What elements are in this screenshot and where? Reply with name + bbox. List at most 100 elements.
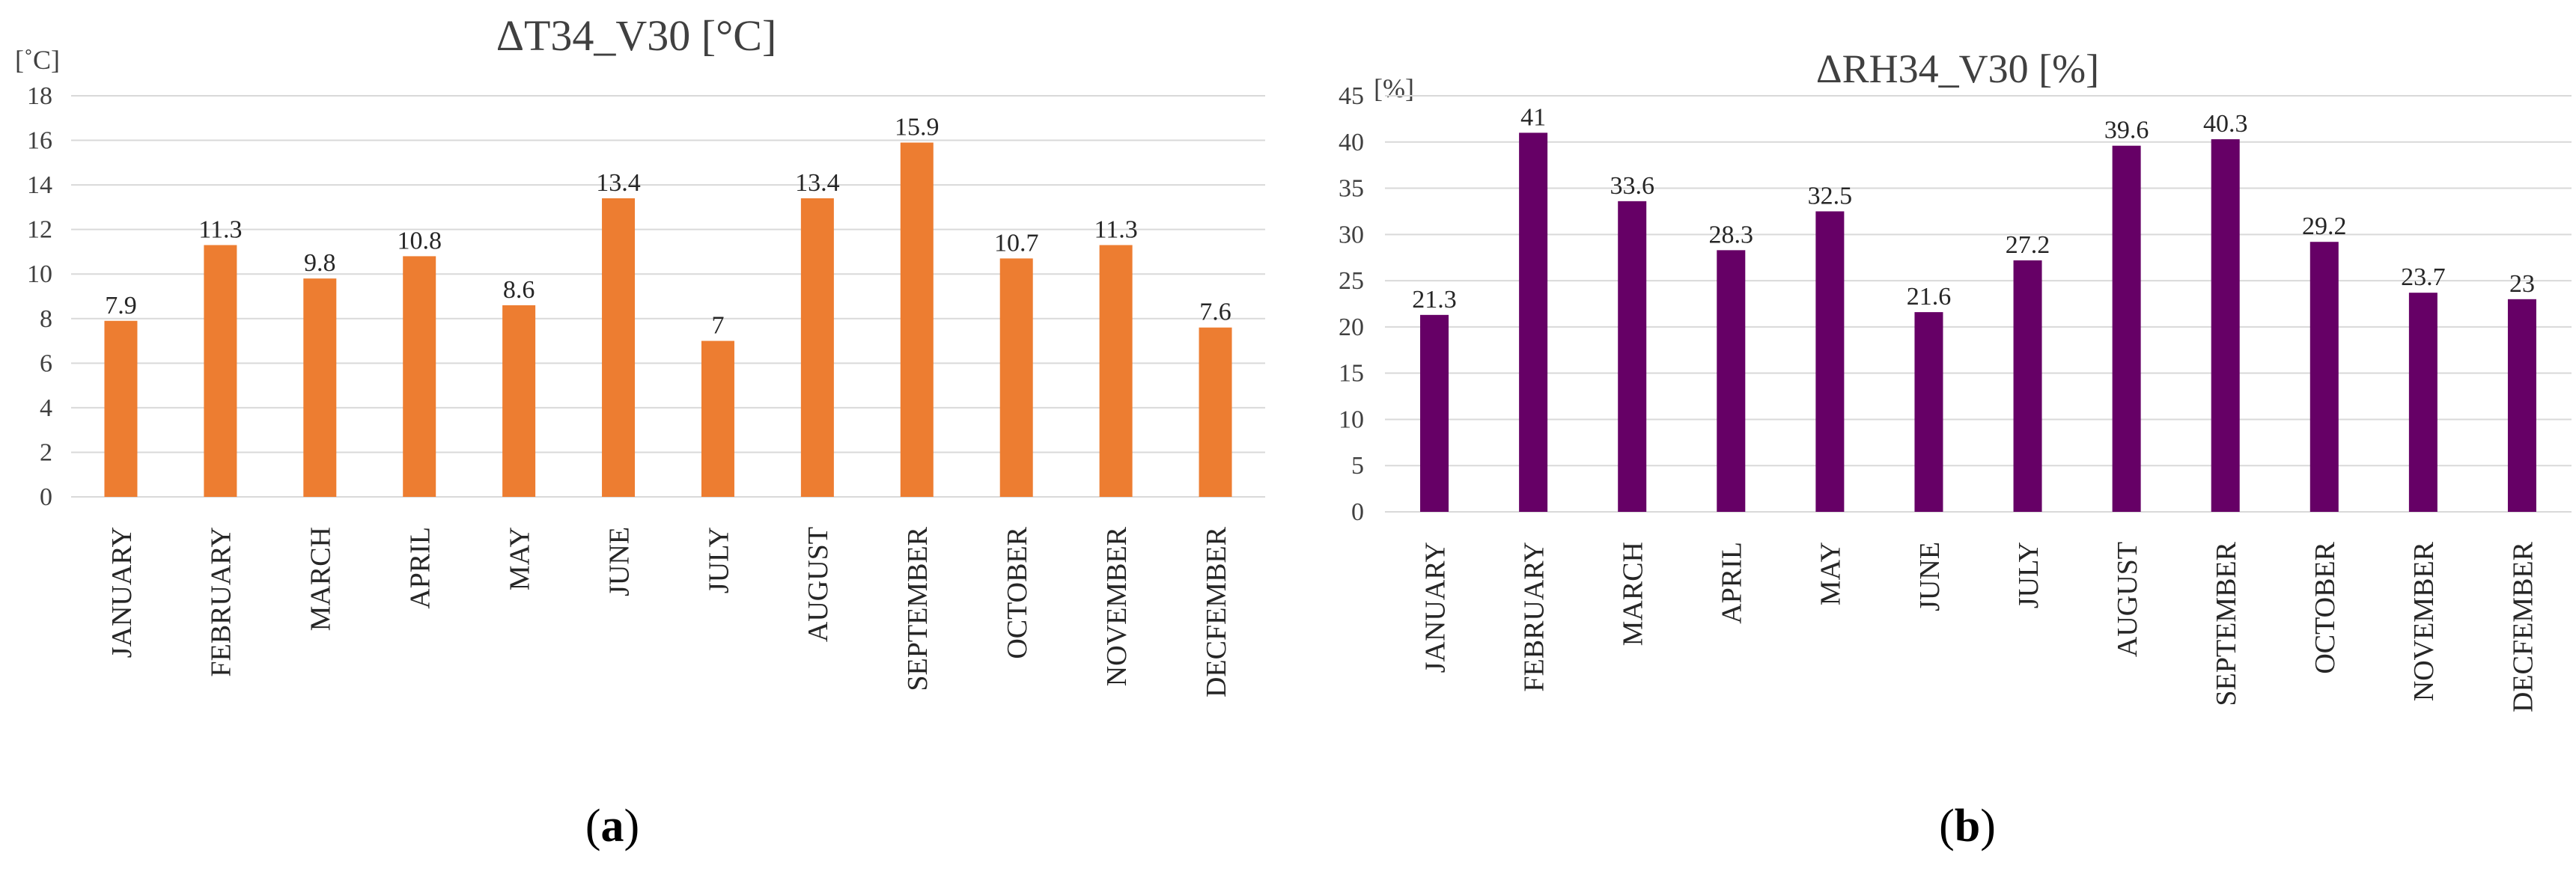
x-tick-label: JUNE [603, 527, 635, 596]
y-tick-label: 12 [27, 216, 52, 244]
x-tick-label: JUNE [1914, 542, 1946, 611]
bar-july [701, 340, 734, 497]
data-label: 21.6 [1907, 283, 1952, 311]
data-label: 40.3 [2203, 110, 2248, 138]
y-tick-label: 45 [1339, 82, 1364, 110]
bar-august [800, 198, 834, 497]
x-tick-label: MARCH [1618, 542, 1649, 646]
y-axis-unit-label: [%] [1374, 73, 1414, 103]
data-label: 27.2 [2006, 231, 2050, 259]
data-label: 21.3 [1412, 286, 1457, 314]
bar-august [2112, 145, 2141, 512]
bar-may [1815, 211, 1845, 512]
panel-caption: (b) [1939, 801, 1996, 852]
bar-march [1618, 201, 1647, 512]
data-label: 7.6 [1199, 299, 1231, 326]
bar-november [2408, 293, 2438, 512]
data-label: 10.7 [994, 229, 1039, 257]
data-label: 7.9 [105, 292, 137, 320]
data-label: 10.8 [397, 227, 442, 254]
y-tick-label: 10 [1339, 406, 1364, 433]
x-tick-label: NOVEMBER [1101, 526, 1133, 686]
bar-june [602, 198, 636, 497]
bar-february [204, 245, 237, 497]
y-tick-label: 14 [27, 171, 52, 199]
data-label: 7 [711, 312, 724, 340]
data-label: 41 [1520, 103, 1546, 131]
y-tick-label: 16 [27, 127, 52, 155]
bar-april [403, 256, 436, 497]
data-label: 29.2 [2302, 213, 2347, 240]
y-tick-label: 6 [40, 349, 52, 377]
x-tick-label: DECFEMBER [2507, 541, 2539, 712]
data-label: 33.6 [1610, 172, 1654, 200]
x-tick-label: JULY [2013, 542, 2044, 608]
panel-caption-part: ( [585, 801, 601, 852]
data-label: 23 [2509, 270, 2535, 298]
y-tick-label: 2 [40, 439, 52, 466]
bar-january [1420, 314, 1449, 512]
x-tick-label: MAY [1815, 542, 1847, 605]
data-label: 28.3 [1709, 221, 1754, 248]
bar-may [502, 305, 536, 497]
panel-caption-part: ( [1939, 801, 1955, 852]
x-tick-label: AUGUST [803, 527, 834, 642]
x-tick-label: NOVEMBER [2408, 541, 2440, 701]
bar-april [1717, 250, 1746, 512]
y-tick-label: 5 [1351, 452, 1364, 480]
data-label: 8.6 [503, 276, 535, 304]
y-tick-label: 18 [27, 82, 52, 110]
y-tick-label: 10 [27, 260, 52, 288]
bar-february [1519, 132, 1548, 512]
panel-caption-part: b [1955, 801, 1980, 852]
x-tick-label: FEBRUARY [206, 527, 237, 677]
x-tick-label: SEPTEMBER [2211, 541, 2242, 706]
data-label: 11.3 [1094, 216, 1138, 244]
x-tick-label: JANUARY [106, 527, 138, 658]
x-tick-label: JULY [703, 527, 734, 593]
bar-june [1914, 312, 1943, 512]
bar-october [2309, 242, 2339, 512]
data-label: 11.3 [198, 216, 242, 244]
bar-decfember [1199, 327, 1232, 497]
bar-july [2013, 260, 2042, 512]
y-tick-label: 4 [40, 394, 52, 422]
y-tick-label: 0 [40, 483, 52, 511]
y-tick-label: 35 [1339, 175, 1364, 203]
data-label: 13.4 [596, 169, 641, 197]
chart-title: ΔRH34_V30 [%] [1816, 46, 2099, 91]
y-tick-label: 40 [1339, 129, 1364, 156]
data-label: 23.7 [2401, 263, 2446, 291]
x-tick-label: AUGUST [2112, 542, 2143, 657]
x-tick-label: OCTOBER [2309, 541, 2341, 673]
y-tick-label: 30 [1339, 221, 1364, 248]
x-tick-label: SEPTEMBER [902, 526, 934, 691]
y-tick-label: 0 [1351, 498, 1364, 526]
data-label: 32.5 [1808, 182, 1853, 210]
y-tick-label: 25 [1339, 267, 1364, 295]
bar-january [104, 320, 138, 497]
y-tick-label: 8 [40, 305, 52, 333]
x-tick-label: MAY [504, 527, 535, 590]
x-tick-label: APRIL [405, 527, 436, 609]
bar-october [999, 258, 1033, 497]
chart-temperature-difference: ΔT34_V30 [°C] [˚C] 0 2 4 6 8 10 12 14 16 18 7.9 JANUA… [15, 11, 1265, 852]
panel-caption-part: a [601, 801, 624, 852]
x-tick-label: MARCH [305, 527, 337, 631]
data-label: 15.9 [895, 114, 940, 141]
x-tick-label: JANUARY [1419, 542, 1451, 673]
chart-title: ΔT34_V30 [°C] [496, 11, 777, 60]
x-tick-label: OCTOBER [1002, 526, 1033, 659]
x-tick-label: DECFEMBER [1201, 526, 1232, 697]
bar-march [303, 278, 337, 497]
data-label: 13.4 [795, 169, 840, 197]
panel-caption-part: ) [624, 801, 640, 852]
bar-september [2211, 139, 2240, 512]
x-tick-label: APRIL [1717, 542, 1748, 624]
bar-november [1099, 245, 1133, 497]
x-tick-label: FEBRUARY [1518, 542, 1550, 692]
data-label: 39.6 [2104, 117, 2149, 144]
panel-caption-part: ) [1980, 801, 1996, 852]
bar-september [900, 142, 934, 498]
